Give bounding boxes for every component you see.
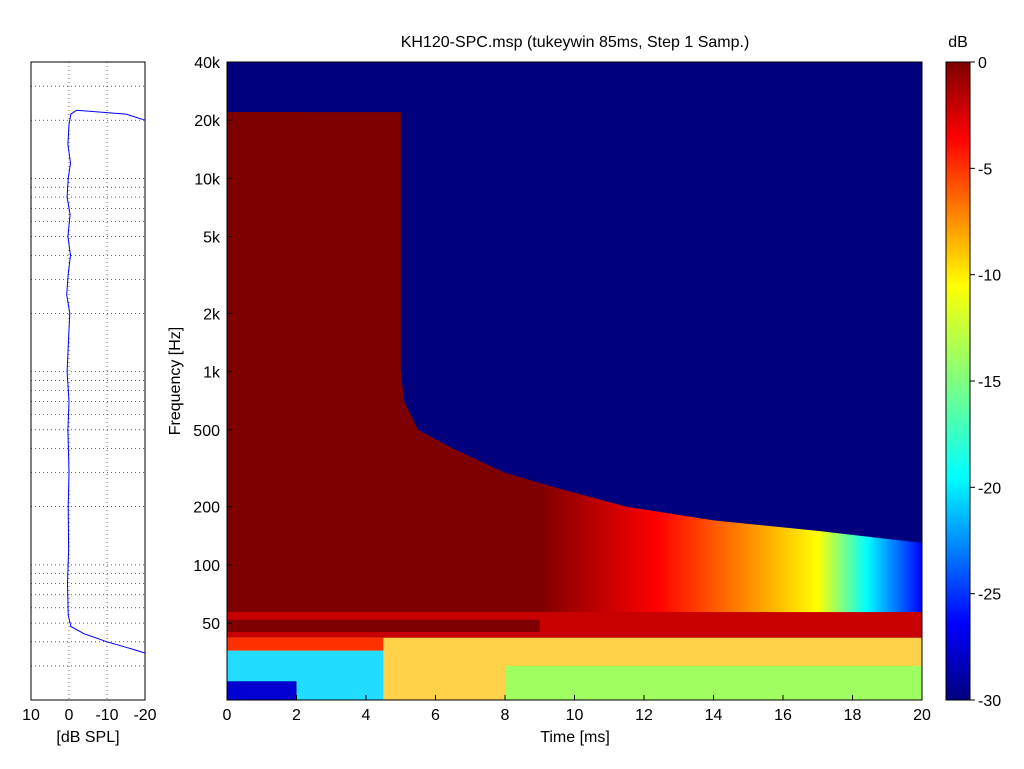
x-tick-label: 18 xyxy=(844,707,862,724)
colorbar-ticks: 0 -5 -10 -15 -20 -25 -30 xyxy=(970,55,1001,710)
heatmap-axes: 0 2 4 6 8 10 12 14 16 18 20 50 100 200 500 1k 2k 5k 10k 20k… xyxy=(193,55,931,724)
sustained-region xyxy=(227,112,523,616)
colorbar-tick-label: -5 xyxy=(978,161,992,178)
y-tick-label: 1k xyxy=(203,365,221,382)
side-grid xyxy=(31,61,145,701)
subbass-floor xyxy=(227,681,297,700)
x-tick-label: 20 xyxy=(913,707,931,724)
side-x-tick-label: 0 xyxy=(65,707,74,724)
colorbar-tick-label: -25 xyxy=(978,587,1001,604)
subbass-tail xyxy=(505,665,922,700)
y-tick-label: 10k xyxy=(194,171,221,188)
y-tick-label: 40k xyxy=(194,55,221,72)
x-tick-label: 14 xyxy=(705,707,723,724)
heatmap-area xyxy=(227,62,922,700)
side-x-ticks: 10 0 -10 -20 xyxy=(22,707,157,724)
x-tick-label: 8 xyxy=(501,707,510,724)
side-x-tick-label: 10 xyxy=(22,707,40,724)
y-tick-label: 2k xyxy=(203,306,221,323)
colorbar-gradient xyxy=(945,61,971,701)
chart-title: KH120-SPC.msp (tukeywin 85ms, Step 1 Sam… xyxy=(401,34,750,51)
y-tick-label: 5k xyxy=(203,230,221,247)
subbass-upper xyxy=(227,637,384,651)
y-tick-label: 500 xyxy=(193,423,220,440)
x-tick-label: 16 xyxy=(774,707,792,724)
colorbar-tick-label: -10 xyxy=(978,268,1001,285)
colorbar-label: dB xyxy=(948,34,968,51)
side-plot-frame xyxy=(30,61,146,701)
y-tick-label: 20k xyxy=(194,113,221,130)
csd-heatmap-panel: KH120-SPC.msp (tukeywin 85ms, Step 1 Sam… xyxy=(167,34,931,746)
colorbar-tick-label: -30 xyxy=(978,693,1001,710)
y-tick-label: 100 xyxy=(193,558,220,575)
colorbar-tick-label: 0 xyxy=(978,55,987,72)
x-tick-label: 2 xyxy=(292,707,301,724)
side-x-label: [dB SPL] xyxy=(56,729,119,746)
colorbar-tick-label: -15 xyxy=(978,374,1001,391)
colorbar-tick-label: -20 xyxy=(978,480,1001,497)
y-tick-label: 50 xyxy=(202,616,220,633)
x-tick-label: 4 xyxy=(362,707,371,724)
x-tick-label: 12 xyxy=(635,707,653,724)
side-response-panel: 10 0 -10 -20 [dB SPL] xyxy=(22,61,157,746)
x-tick-label: 0 xyxy=(223,707,232,724)
decay-region xyxy=(227,112,922,616)
decay-contours xyxy=(227,112,922,700)
side-x-tick-label: -20 xyxy=(133,707,156,724)
y-tick-label: 200 xyxy=(193,500,220,517)
colorbar: dB 0 -5 -10 -15 -20 -25 -30 xyxy=(945,34,1001,710)
x-tick-label: 6 xyxy=(431,707,440,724)
side-x-tick-label: -10 xyxy=(95,707,118,724)
x-tick-label: 10 xyxy=(566,707,584,724)
resonance-core xyxy=(227,619,540,632)
y-axis-label: Frequency [Hz] xyxy=(167,327,184,435)
side-response-curve xyxy=(66,109,146,654)
x-axis-label: Time [ms] xyxy=(540,729,610,746)
